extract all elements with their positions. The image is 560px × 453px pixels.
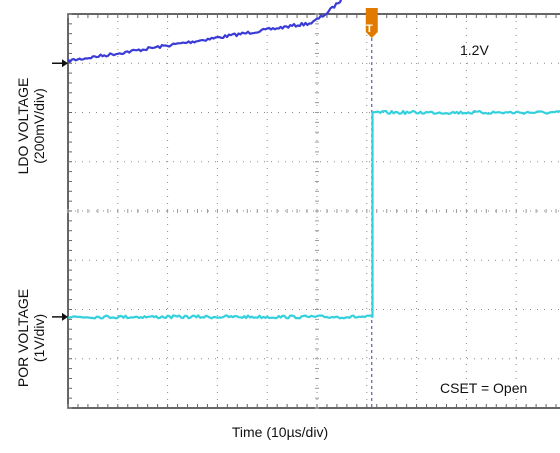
por-voltage-label-line1: POR VOLTAGE: [15, 288, 31, 388]
ldo-voltage-axis-label: LDO VOLTAGE (200mV/div): [15, 51, 51, 201]
ground-reference-arrowhead: [62, 312, 68, 321]
cset-annotation: CSET = Open: [440, 380, 528, 396]
ground-reference-arrowhead: [62, 59, 68, 68]
por-voltage-axis-label: POR VOLTAGE (1V/div): [15, 263, 51, 413]
por-voltage-trace: [67, 109, 560, 320]
por-voltage-label-line2: (1V/div): [31, 313, 47, 363]
ldo-voltage-label-line1: LDO VOLTAGE: [15, 77, 31, 175]
trigger-marker-icon: [365, 8, 378, 38]
ldo-level-annotation: 1.2V: [460, 42, 489, 58]
ldo-voltage-label-line2: (200mV/div): [31, 88, 47, 164]
ldo-voltage-trace: [67, 0, 343, 63]
x-axis-label: Time (10µs/div): [231, 424, 329, 440]
trigger-marker-label: T: [366, 23, 373, 35]
